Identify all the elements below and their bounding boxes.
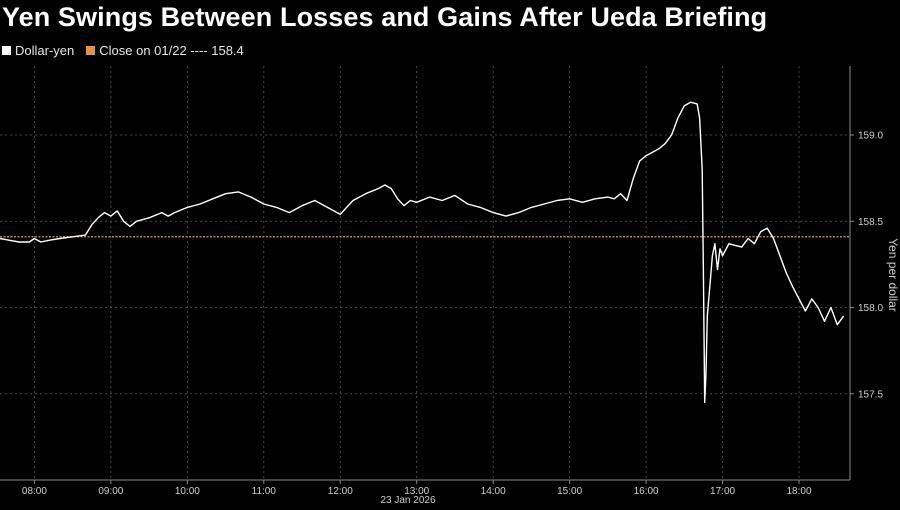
y-tick-label: 158.5 (858, 217, 883, 228)
x-tick-label: 09:00 (98, 486, 123, 497)
axis-layer: 08:00 09:00 10:00 11:00 12:00 13:00 14:00 15:00… (0, 66, 883, 497)
legend-item-dollar-yen: Dollar-yen (2, 43, 74, 58)
x-tick-label: 08:00 (22, 486, 47, 497)
x-tick-label: 14:00 (481, 486, 506, 497)
x-tick-label: 10:00 (175, 486, 200, 497)
y-tick-label: 158.0 (858, 303, 883, 314)
series-line-dollar-yen (0, 101, 845, 404)
legend: Dollar-yen Close on 01/22 ---- 158.4 (2, 43, 256, 58)
legend-item-close: Close on 01/22 ---- 158.4 (86, 43, 244, 58)
y-tick-label: 159.0 (858, 131, 883, 142)
grid-layer (0, 66, 850, 480)
y-axis-title: Yen per dollar (886, 238, 900, 312)
x-tick-label: 15:00 (557, 486, 582, 497)
x-axis-date-label: 23 Jan 2026 (380, 495, 435, 506)
series-layer (0, 101, 845, 404)
chart-title: Yen Swings Between Losses and Gains Afte… (2, 2, 768, 32)
x-tick-label: 13:00 (404, 486, 429, 497)
legend-swatch-dollar-yen (2, 46, 11, 55)
legend-swatch-close (86, 46, 96, 55)
legend-label-close: Close on 01/22 ---- 158.4 (99, 43, 244, 58)
x-tick-label: 12:00 (328, 486, 353, 497)
x-tick-label: 17:00 (710, 486, 735, 497)
x-tick-label: 18:00 (787, 486, 812, 497)
y-tick-label: 157.5 (858, 389, 883, 400)
x-tick-label: 16:00 (634, 486, 659, 497)
legend-label-dollar-yen: Dollar-yen (15, 43, 75, 58)
x-tick-label: 11:00 (252, 486, 277, 497)
